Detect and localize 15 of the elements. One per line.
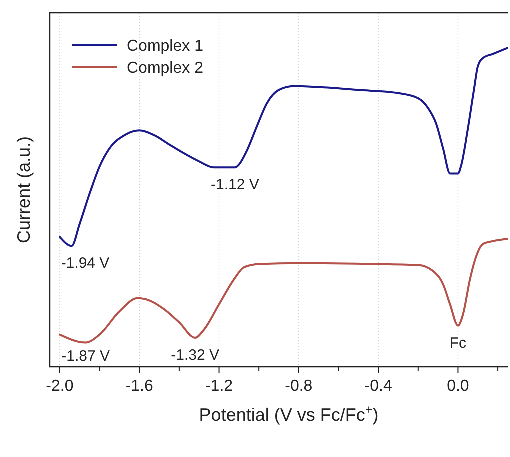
legend-label: Complex 2	[127, 60, 204, 77]
legend-label: Complex 1	[127, 38, 204, 55]
annotation: -1.32 V	[171, 346, 220, 364]
annotation: -1.87 V	[62, 348, 110, 365]
y-axis-title: Current (a.u.)	[14, 136, 34, 244]
x-tick-label: -1.6	[126, 378, 154, 395]
x-axis-title: Potential (V vs Fc/Fc$^{+}$)	[199, 403, 379, 425]
x-tick-label: -2.0	[46, 378, 74, 395]
x-tick-label: -1.2	[205, 378, 234, 395]
x-tick-label: -0.4	[364, 378, 392, 395]
annotation: Fc	[450, 334, 468, 352]
x-tick-label: -0.8	[285, 378, 313, 395]
annotation: -1.94 V	[61, 255, 110, 272]
x-tick-label: 0.0	[447, 378, 470, 395]
annotation: -1.12 V	[211, 176, 260, 194]
